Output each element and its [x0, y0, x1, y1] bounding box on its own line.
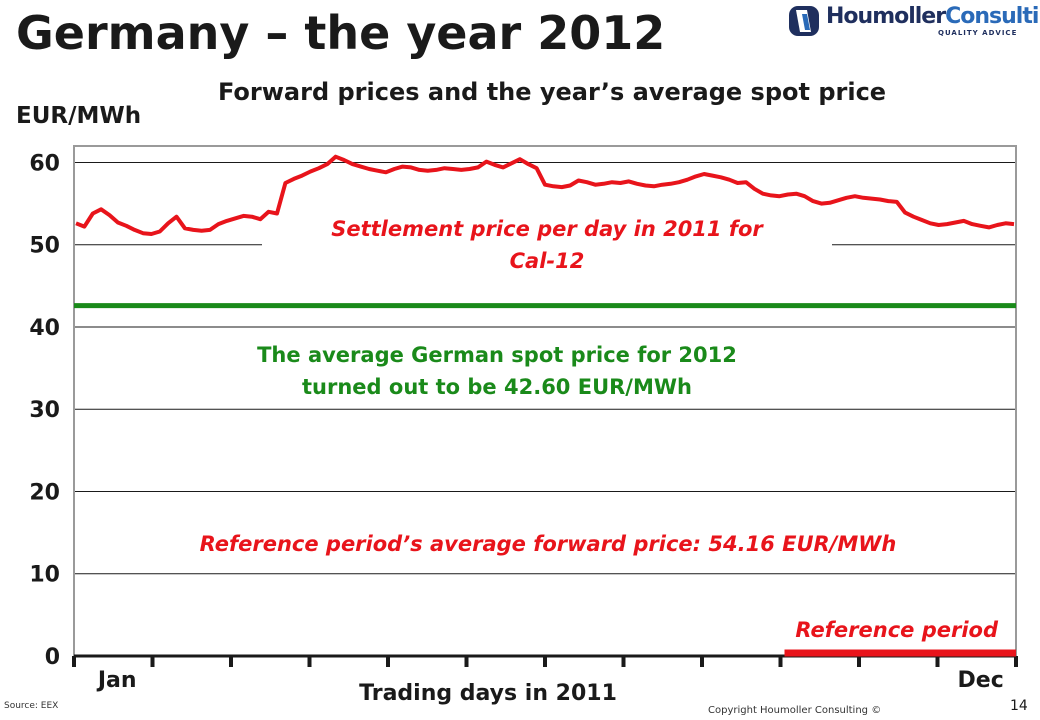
logo-name-accent: Consulting	[945, 4, 1040, 29]
source-note: Source: EEX	[4, 701, 59, 711]
copyright-note: Copyright Houmoller Consulting ©	[708, 705, 882, 716]
chart-subtitle: Forward prices and the year’s average sp…	[218, 78, 887, 106]
page-title: Germany – the year 2012	[16, 6, 666, 60]
y-tick-label-30: 30	[29, 398, 60, 423]
y-axis-ticks: 0 10 20 30 40 50 60	[29, 151, 60, 670]
settlement-label-line2: Cal-12	[510, 249, 585, 273]
y-tick-label-10: 10	[29, 563, 60, 588]
y-tick-label-60: 60	[29, 151, 60, 176]
spot-average-label-line1: The average German spot price for 2012	[257, 343, 737, 367]
y-tick-label-20: 20	[29, 480, 60, 505]
settlement-label-background	[262, 206, 832, 286]
settlement-label-line1: Settlement price per day in 2011 for	[331, 217, 764, 241]
spot-average-label-line2: turned out to be 42.60 EUR/MWh	[302, 375, 692, 399]
logo-name-main: Houmoller	[826, 4, 946, 29]
y-tick-label-50: 50	[29, 234, 60, 259]
y-axis-label: EUR/MWh	[16, 103, 142, 129]
logo-mark-icon	[789, 6, 819, 36]
forward-price-line	[75, 154, 1015, 236]
x-axis-label: Trading days in 2011	[359, 681, 617, 706]
x-axis-ticks	[72, 656, 1018, 667]
page-number: 14	[1010, 698, 1028, 714]
x-tick-label-dec: Dec	[958, 668, 1004, 693]
reference-period-label: Reference period	[795, 618, 999, 642]
logo-tagline: QUALITY ADVICE	[938, 29, 1018, 37]
reference-average-label: Reference period’s average forward price…	[200, 532, 897, 556]
x-tick-label-jan: Jan	[96, 668, 137, 693]
y-tick-label-0: 0	[45, 645, 60, 670]
y-tick-label-40: 40	[29, 316, 60, 341]
